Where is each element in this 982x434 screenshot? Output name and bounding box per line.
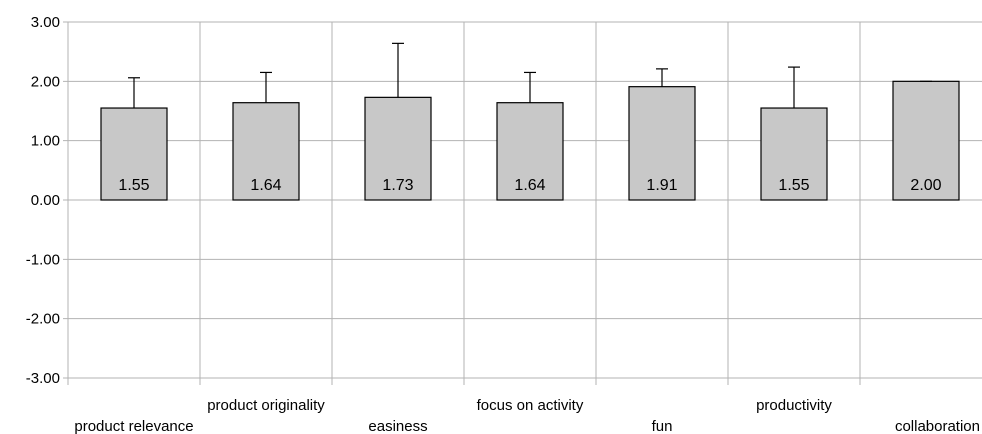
error-bars <box>128 42 932 109</box>
data-label: 1.64 <box>514 177 545 194</box>
category-label: productivity <box>756 397 832 414</box>
category-label: focus on activity <box>477 397 584 414</box>
category-label: product relevance <box>74 418 193 434</box>
category-label: collaboration <box>895 418 980 434</box>
data-label: 1.73 <box>382 177 413 194</box>
bar <box>496 102 564 201</box>
y-tick-labels: 3.00 2.00 1.00 0.00 -1.00 -2.00 -3.00 <box>26 14 60 387</box>
bar <box>232 102 300 201</box>
grid-lines <box>63 21 982 385</box>
y-tick-label: 0.00 <box>31 192 60 209</box>
data-labels: 1.55 1.64 1.73 1.64 1.91 1.55 2.00 <box>118 177 941 194</box>
y-tick-label: -2.00 <box>26 311 60 328</box>
data-label: 1.91 <box>646 177 677 194</box>
bar <box>628 86 696 201</box>
bar <box>892 80 960 201</box>
category-label: product originality <box>207 397 325 414</box>
y-tick-label: 1.00 <box>31 133 60 150</box>
category-label: easiness <box>368 418 427 434</box>
data-label: 1.55 <box>118 177 149 194</box>
bar <box>760 107 828 201</box>
data-label: 1.55 <box>778 177 809 194</box>
y-tick-label: -1.00 <box>26 251 60 268</box>
y-tick-label: 3.00 <box>31 14 60 31</box>
y-tick-label: -3.00 <box>26 370 60 387</box>
bar <box>364 96 432 201</box>
bars <box>100 80 960 201</box>
bar <box>100 107 168 201</box>
y-tick-label: 2.00 <box>31 73 60 90</box>
data-label: 1.64 <box>250 177 281 194</box>
category-labels: product relevance product originality easi… <box>74 397 980 434</box>
category-label: fun <box>652 418 673 434</box>
data-label: 2.00 <box>910 177 941 194</box>
